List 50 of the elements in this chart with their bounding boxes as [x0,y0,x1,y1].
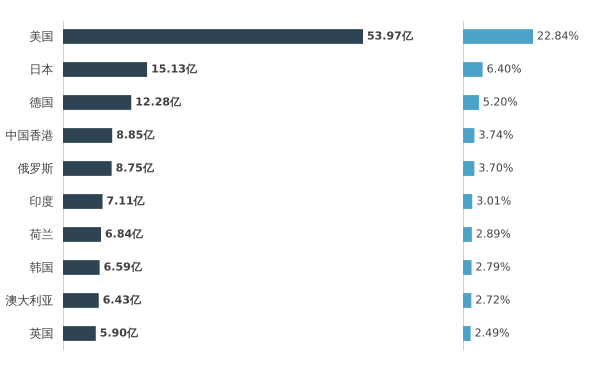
y-tick-label: 中国香港 [6,128,54,142]
bar [63,95,132,110]
data-label: 3.74% [478,128,514,142]
data-label: 6.59亿 [104,260,143,274]
y-tick-label: 澳大利亚 [6,294,54,308]
data-label: 3.01% [476,194,512,208]
bar [463,128,474,143]
data-label: 53.97亿 [367,30,414,42]
bar [63,194,103,209]
bar [463,260,472,275]
y-tick-label: 德国 [30,96,54,110]
data-label: 22.84% [537,30,579,42]
data-label: 2.79% [476,260,511,274]
y-tick-label: 俄罗斯 [18,162,54,176]
data-label: 5.20% [482,96,518,108]
bar [463,29,533,44]
bar [63,62,148,77]
bar [63,161,112,176]
data-label: 6.43亿 [102,294,142,306]
data-label: 8.85亿 [116,128,156,142]
bar [463,62,483,77]
y-tick-label: 英国 [30,326,54,340]
y-tick-label: 日本 [30,62,54,76]
data-label: 5.90亿 [100,326,139,340]
y-tick-label: 荷兰 [30,228,54,242]
bar [63,293,99,308]
bar [463,293,472,308]
bar [463,227,472,242]
bar [63,326,96,341]
data-label: 6.40% [486,62,522,76]
data-label: 6.84亿 [105,228,144,240]
data-label: 7.11亿 [106,194,146,208]
y-tick-label: 韩国 [30,260,54,274]
data-label: 2.89% [476,228,511,240]
bar [463,161,474,176]
bar [63,29,363,44]
bar [463,194,472,209]
bar [63,227,102,242]
bar [463,95,479,110]
bar [63,260,100,275]
data-label: 15.13亿 [151,62,198,76]
y-tick-label: 印度 [30,194,54,208]
bar [463,326,471,341]
data-label: 2.49% [474,326,510,340]
data-label: 8.75亿 [116,162,155,174]
bar [63,128,112,143]
data-label: 12.28亿 [135,96,182,108]
y-tick-label: 美国 [30,30,54,44]
data-label: 2.72% [475,294,510,306]
data-label: 3.70% [478,162,514,174]
